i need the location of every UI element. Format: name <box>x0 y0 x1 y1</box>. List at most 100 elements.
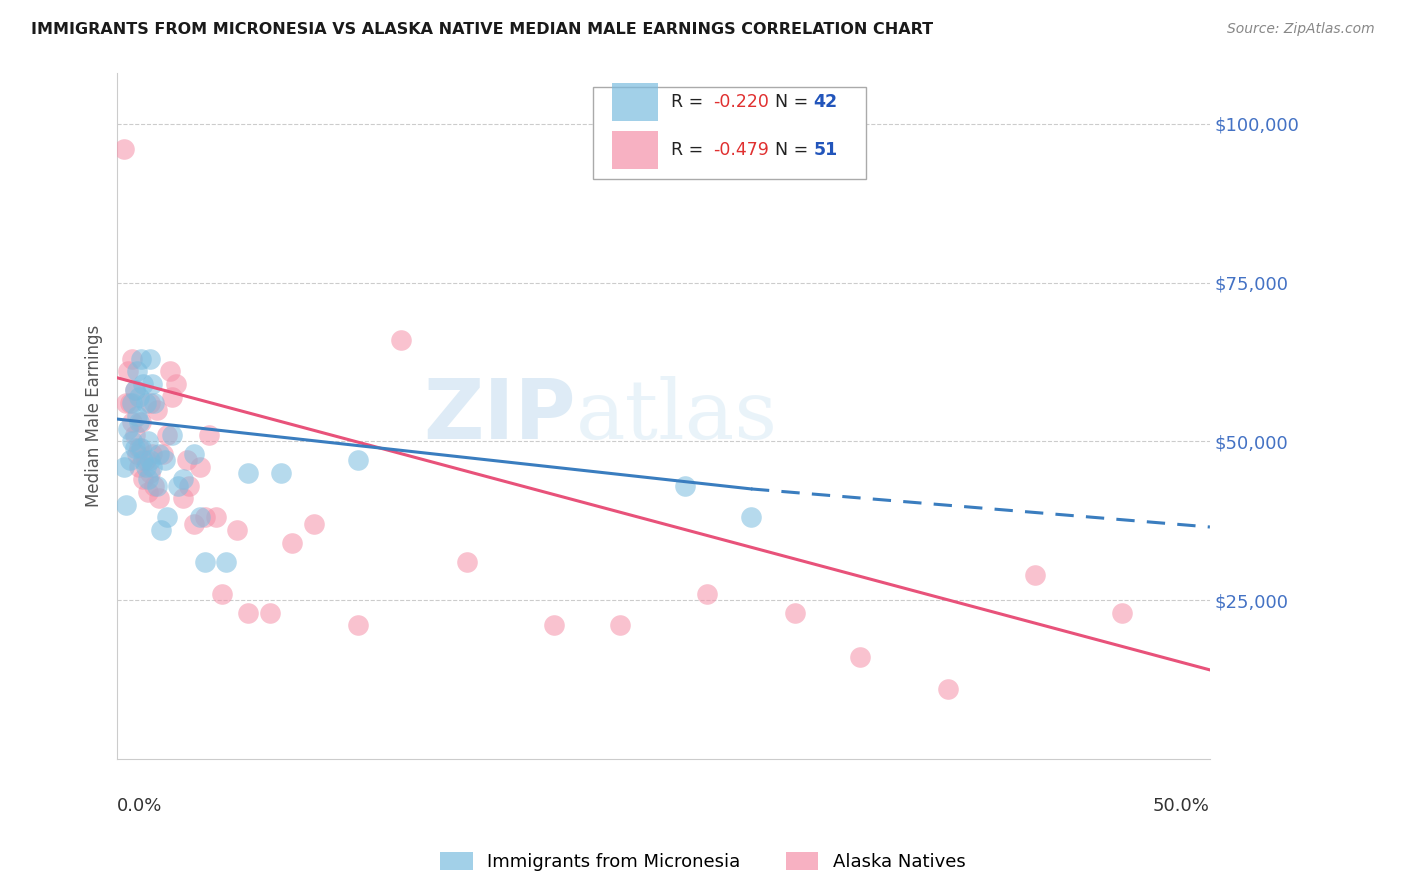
Point <box>141 377 163 392</box>
Point <box>117 364 139 378</box>
Point <box>179 479 201 493</box>
Point <box>141 447 163 461</box>
Point <box>139 351 162 366</box>
Point <box>124 428 146 442</box>
Point <box>136 472 159 486</box>
Point <box>125 364 148 378</box>
Point <box>139 396 162 410</box>
Text: -0.479: -0.479 <box>713 141 769 159</box>
Point <box>188 459 211 474</box>
Point <box>145 479 167 493</box>
Point <box>172 491 194 506</box>
Point <box>198 428 221 442</box>
Point <box>115 498 138 512</box>
Point <box>143 479 166 493</box>
Point <box>139 466 162 480</box>
Point <box>543 618 565 632</box>
Point <box>148 447 170 461</box>
Point <box>148 491 170 506</box>
Point <box>215 555 238 569</box>
Point <box>302 516 325 531</box>
Point <box>132 377 155 392</box>
Point <box>346 618 368 632</box>
Point <box>115 396 138 410</box>
Point <box>696 587 718 601</box>
Point <box>121 351 143 366</box>
Y-axis label: Median Male Earnings: Median Male Earnings <box>86 325 103 507</box>
Point <box>270 466 292 480</box>
Text: -0.220: -0.220 <box>713 93 769 112</box>
Point <box>389 333 412 347</box>
Point <box>849 650 872 665</box>
Point <box>120 453 142 467</box>
Point <box>135 453 157 467</box>
Point <box>204 510 226 524</box>
Point <box>156 428 179 442</box>
Point <box>238 466 260 480</box>
Point <box>135 396 157 410</box>
Point <box>740 510 762 524</box>
Point <box>167 479 190 493</box>
Point <box>128 390 150 404</box>
Point <box>145 402 167 417</box>
Point <box>141 459 163 474</box>
Point <box>673 479 696 493</box>
Point <box>194 555 217 569</box>
Point <box>120 396 142 410</box>
Point <box>143 396 166 410</box>
Text: 42: 42 <box>813 93 838 112</box>
Point <box>117 421 139 435</box>
Point <box>125 409 148 423</box>
Text: ZIP: ZIP <box>423 376 576 457</box>
Text: atlas: atlas <box>576 376 779 456</box>
Point <box>152 447 174 461</box>
Point <box>136 485 159 500</box>
Point <box>165 377 187 392</box>
Point <box>188 510 211 524</box>
Point <box>172 472 194 486</box>
Text: 0.0%: 0.0% <box>117 797 163 814</box>
Point <box>129 441 152 455</box>
Point <box>936 681 959 696</box>
Point <box>121 415 143 429</box>
Point <box>160 428 183 442</box>
Point <box>259 606 281 620</box>
Point <box>129 415 152 429</box>
Point <box>125 447 148 461</box>
Bar <box>592 87 866 179</box>
Point <box>112 142 135 156</box>
Point <box>609 618 631 632</box>
Text: Source: ZipAtlas.com: Source: ZipAtlas.com <box>1227 22 1375 37</box>
Point <box>124 384 146 398</box>
Point <box>124 441 146 455</box>
Point <box>128 441 150 455</box>
Point <box>132 453 155 467</box>
Point <box>159 364 181 378</box>
Text: N =: N = <box>775 93 814 112</box>
Legend: Immigrants from Micronesia, Alaska Natives: Immigrants from Micronesia, Alaska Nativ… <box>433 846 973 879</box>
Point <box>176 453 198 467</box>
Text: R =: R = <box>671 141 709 159</box>
Point <box>155 453 177 467</box>
Point <box>128 415 150 429</box>
Point <box>783 606 806 620</box>
Point <box>121 434 143 449</box>
Point <box>1024 567 1046 582</box>
Point <box>281 536 304 550</box>
Text: 50.0%: 50.0% <box>1153 797 1211 814</box>
Point <box>156 510 179 524</box>
Point <box>112 459 135 474</box>
Text: IMMIGRANTS FROM MICRONESIA VS ALASKA NATIVE MEDIAN MALE EARNINGS CORRELATION CHA: IMMIGRANTS FROM MICRONESIA VS ALASKA NAT… <box>31 22 934 37</box>
Point <box>136 434 159 449</box>
Point <box>346 453 368 467</box>
Bar <box>612 83 658 121</box>
Point <box>211 587 233 601</box>
Text: 51: 51 <box>813 141 838 159</box>
Point <box>139 453 162 467</box>
Point <box>194 510 217 524</box>
Point <box>121 396 143 410</box>
Bar <box>612 131 658 169</box>
Point <box>128 459 150 474</box>
Point <box>149 523 172 537</box>
Point <box>456 555 478 569</box>
